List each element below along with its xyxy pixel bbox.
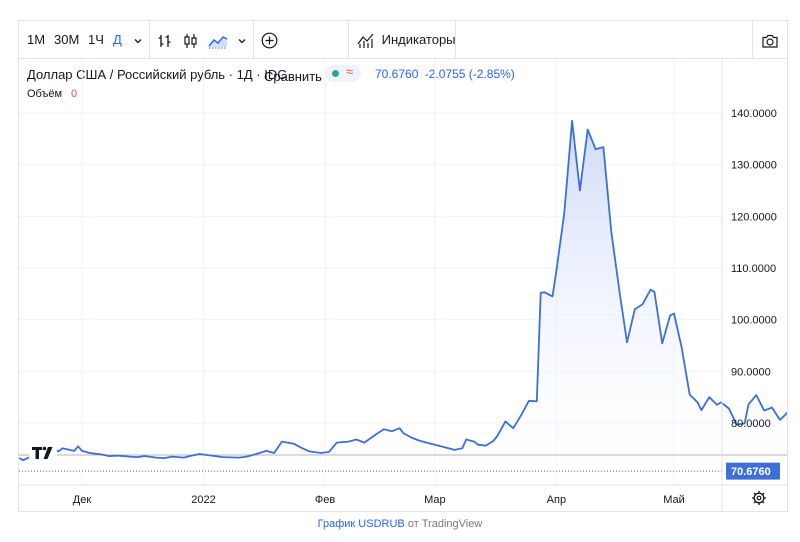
settings-gear-icon[interactable] xyxy=(752,491,766,505)
price-tick-label: 90.0000 xyxy=(731,366,771,378)
price-area-fill xyxy=(19,120,787,485)
volume-value: 0 xyxy=(71,88,78,100)
interval-30m-button[interactable]: 30М xyxy=(54,32,80,47)
price-tick-label: 110.0000 xyxy=(731,263,776,275)
indicators-icon xyxy=(357,33,374,49)
attribution-text: от TradingView xyxy=(407,518,483,530)
indicators-button[interactable]: Индикаторы xyxy=(357,21,457,58)
last-price-label-text: 70.6760 xyxy=(731,466,771,478)
time-tick-label: 2022 xyxy=(191,494,215,506)
market-status-badge: ≈ xyxy=(325,64,361,82)
compare-label: Сравнить xyxy=(264,69,322,84)
interval-dropdown-chevron-icon[interactable] xyxy=(131,21,145,58)
interval-1m-button[interactable]: 1М xyxy=(27,32,46,47)
time-tick-label: Май xyxy=(663,494,685,506)
time-tick-label: Апр xyxy=(547,494,566,506)
toolbar-separator xyxy=(253,21,254,58)
price-tick-label: 120.0000 xyxy=(731,211,777,223)
interval-day-button[interactable]: Д xyxy=(113,32,122,47)
time-axis[interactable]: Дек 2022 Фев Мар Апр Май xyxy=(73,494,685,506)
price-tick-label: 80.0000 xyxy=(731,418,771,430)
toolbar-separator xyxy=(752,21,753,58)
plus-circle-icon xyxy=(261,32,278,49)
delayed-data-icon: ≈ xyxy=(346,64,354,79)
toolbar-separator xyxy=(149,21,150,58)
price-change-percent: (-2.85%) xyxy=(468,67,515,81)
attribution-footer: График USDRUB от TradingView xyxy=(0,518,800,530)
interval-1h-button[interactable]: 1Ч xyxy=(88,32,104,47)
bar-chart-icon[interactable] xyxy=(157,21,175,58)
symbol-title: Доллар США / Российский рубль · 1Д · IDC xyxy=(27,67,287,82)
attribution-link[interactable]: График USDRUB xyxy=(317,518,405,530)
time-tick-label: Фев xyxy=(315,494,335,506)
last-price-label: 70.6760 xyxy=(726,462,780,480)
chart-widget: 1М 30М 1Ч Д Сравнить Индикаторы xyxy=(18,20,788,512)
toolbar-separator xyxy=(455,21,456,58)
indicators-label: Индикаторы xyxy=(381,32,456,47)
area-chart-icon[interactable] xyxy=(208,21,230,58)
compare-button[interactable]: Сравнить xyxy=(261,21,341,84)
chart-toolbar: 1М 30М 1Ч Д Сравнить Индикаторы xyxy=(19,21,787,84)
market-open-dot-icon xyxy=(332,70,339,77)
candlestick-chart-icon[interactable] xyxy=(183,21,201,58)
price-axis[interactable]: 140.0000 130.0000 120.0000 110.0000 100.0000… xyxy=(731,108,777,430)
tradingview-logo[interactable] xyxy=(29,441,57,463)
volume-label: Объём xyxy=(27,88,63,100)
price-tick-label: 130.0000 xyxy=(731,160,777,172)
time-tick-label: Мар xyxy=(424,494,446,506)
chart-grid xyxy=(19,59,722,485)
toolbar-separator xyxy=(348,21,349,58)
price-tick-label: 100.0000 xyxy=(731,315,777,327)
price-tick-label: 140.0000 xyxy=(731,108,777,120)
price-line xyxy=(19,119,787,462)
chart-type-chevron-icon[interactable] xyxy=(235,21,249,58)
camera-icon[interactable] xyxy=(761,21,781,58)
time-tick-label: Дек xyxy=(73,494,92,506)
price-chart[interactable]: 140.0000 130.0000 120.0000 110.0000 100.0000… xyxy=(19,59,787,511)
last-price: 70.6760 xyxy=(375,67,419,81)
